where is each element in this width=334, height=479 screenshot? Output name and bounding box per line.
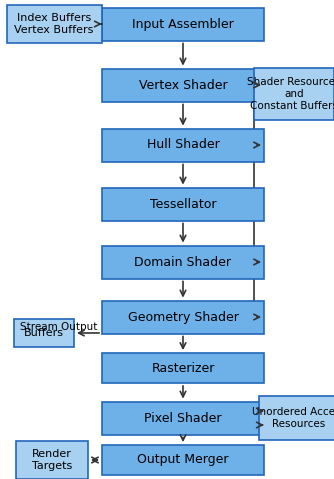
Text: Vertex Shader: Vertex Shader — [139, 79, 227, 91]
Text: Index Buffers
Vertex Buffers: Index Buffers Vertex Buffers — [14, 13, 94, 35]
Text: Input Assembler: Input Assembler — [132, 18, 234, 31]
FancyBboxPatch shape — [102, 445, 264, 475]
Text: Rasterizer: Rasterizer — [151, 362, 215, 375]
FancyBboxPatch shape — [102, 187, 264, 220]
FancyBboxPatch shape — [102, 300, 264, 333]
Text: Hull Shader: Hull Shader — [147, 138, 219, 151]
FancyBboxPatch shape — [102, 353, 264, 383]
FancyBboxPatch shape — [102, 246, 264, 278]
Text: Render
Targets: Render Targets — [32, 449, 72, 471]
Text: Stream Output: Stream Output — [20, 322, 97, 332]
Text: Domain Shader: Domain Shader — [135, 255, 231, 269]
FancyBboxPatch shape — [102, 401, 264, 434]
FancyBboxPatch shape — [14, 319, 74, 347]
FancyBboxPatch shape — [6, 5, 102, 43]
Text: Tessellator: Tessellator — [150, 197, 216, 210]
Text: Shader Resources
and
Constant Buffers: Shader Resources and Constant Buffers — [247, 78, 334, 111]
FancyBboxPatch shape — [102, 128, 264, 161]
FancyBboxPatch shape — [254, 68, 334, 120]
FancyBboxPatch shape — [259, 396, 334, 440]
Text: Geometry Shader: Geometry Shader — [128, 310, 238, 323]
FancyBboxPatch shape — [102, 68, 264, 102]
Text: Unordered Access
Resources: Unordered Access Resources — [252, 407, 334, 429]
FancyBboxPatch shape — [16, 441, 88, 479]
FancyBboxPatch shape — [102, 8, 264, 41]
Text: Output Merger: Output Merger — [137, 454, 229, 467]
Text: Pixel Shader: Pixel Shader — [144, 411, 222, 424]
Text: Buffers: Buffers — [24, 328, 64, 338]
